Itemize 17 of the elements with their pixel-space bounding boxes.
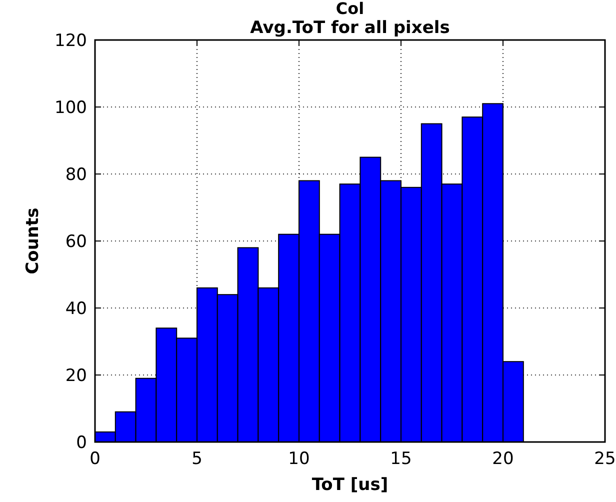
x-tick-label: 20	[492, 449, 514, 469]
x-tick-label: 15	[390, 449, 412, 469]
chart-title: Col	[336, 0, 364, 18]
chart-subtitle: Avg.ToT for all pixels	[250, 18, 450, 38]
x-tick-label: 5	[192, 449, 202, 469]
y-tick-label: 40	[65, 299, 87, 319]
y-tick-label: 100	[54, 98, 87, 118]
x-tick-label: 0	[90, 449, 100, 469]
y-tick-label: 0	[76, 433, 87, 453]
y-axis-title: Counts	[23, 208, 43, 274]
x-tick-label: 10	[288, 449, 310, 469]
x-axis-title: ToT [us]	[312, 475, 388, 495]
y-tick-label: 20	[65, 366, 87, 386]
y-tick-label: 60	[65, 232, 87, 252]
y-tick-label: 120	[54, 31, 87, 51]
y-tick-label: 80	[65, 165, 87, 185]
x-tick-label: 25	[594, 449, 616, 469]
